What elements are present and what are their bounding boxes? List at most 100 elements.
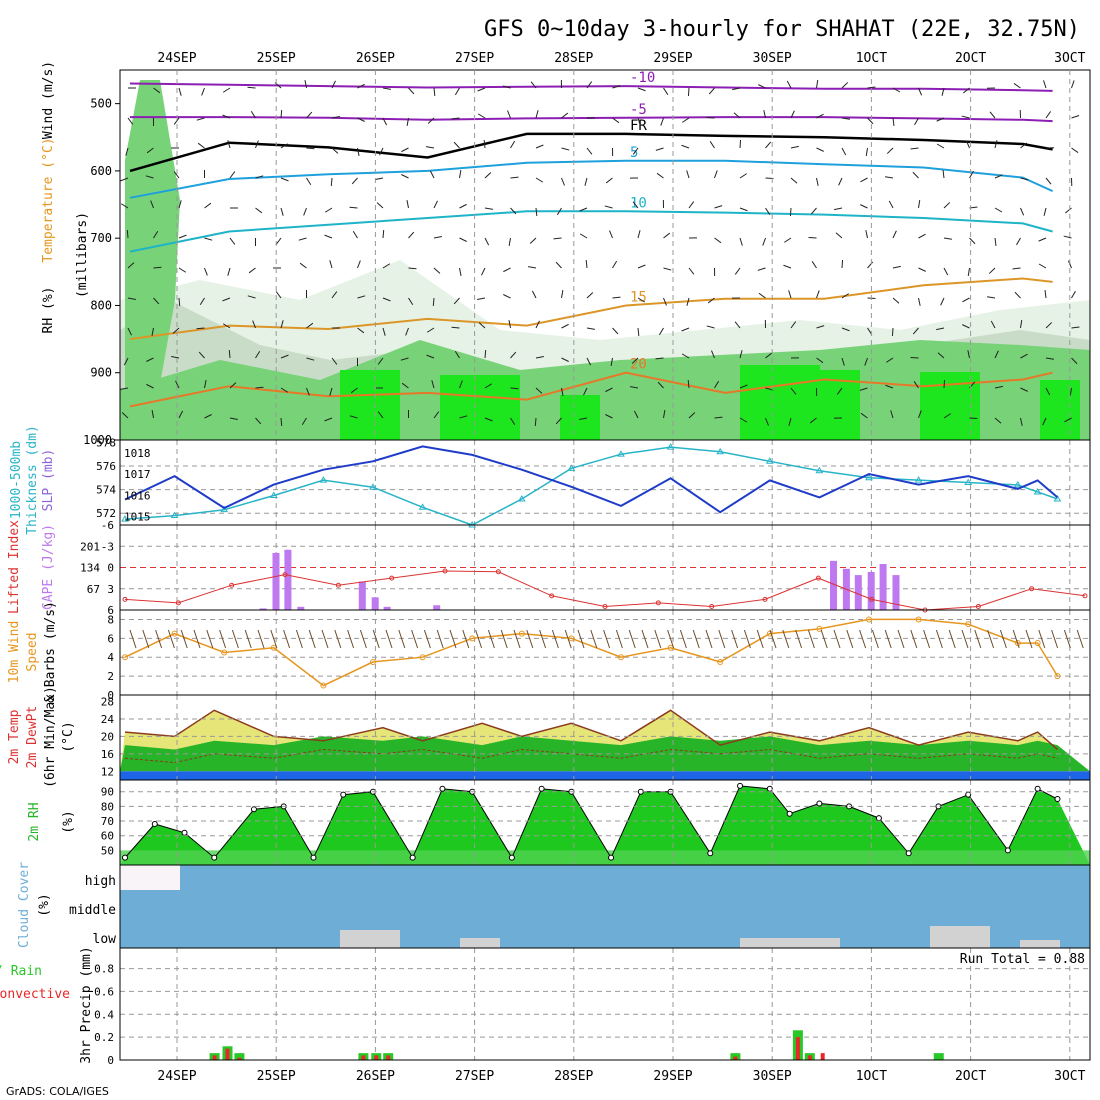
x-tick-label-top: 30SEP [753,51,792,66]
wind10m-speed-label: Speed [25,632,40,671]
rh2m-marker [737,782,744,789]
wind-barb [733,112,741,119]
temperature-label: Temperature (°C) [41,137,56,262]
wind-barb-10m [513,629,521,649]
wind-barb [969,237,976,245]
wind-barb [401,147,409,153]
wind-barb [405,327,409,336]
wind-barb [306,322,314,329]
wind-barb [989,111,996,119]
wind-barb-10m [295,629,303,649]
wind-barb [255,386,264,389]
wind-barb [175,380,180,389]
wind-barb [1045,387,1051,396]
wind-barb [478,322,486,329]
cape-bar [297,606,305,610]
wind-barb [886,357,894,363]
wind-barb [579,417,588,421]
wind-barb-10m [475,629,483,649]
lifted-index-marker [1082,593,1088,599]
wind-barb-10m [628,629,636,649]
thickness-marker [1013,480,1022,488]
wind-barb-10m [129,629,137,649]
rh2m-marker [1054,796,1061,803]
li-tick-label: 0 [107,562,114,575]
wind10m-barbs-label: & Barbs (m/s) [43,601,58,703]
wind-barb [910,356,919,359]
wind-speed-marker [618,654,624,661]
wind-barb-10m [219,629,227,649]
wind-barb [481,267,486,276]
wind-barb [280,354,289,359]
wind-barb-10m [244,629,252,649]
wind-speed-marker [1014,640,1021,647]
wind-barb [150,200,154,209]
wind-barb [306,177,312,186]
wind-barb [484,349,487,359]
wind-barb [453,297,460,305]
wind-barb [1071,326,1080,329]
wind-barb-10m [436,629,444,649]
wind-barb [477,297,486,301]
wind-barb [609,230,613,239]
wind-barb-10m [1025,629,1033,649]
wind-barb [1020,177,1029,181]
wind-barb [408,87,415,95]
wind-barb [1064,207,1072,214]
wind-barb-10m [756,629,764,649]
wind-barb [867,86,876,89]
wind-barb [535,110,539,119]
lifted-index-marker [495,569,501,575]
wind-barb [120,177,129,182]
wind-barb [789,207,792,217]
wind-barb [841,357,845,366]
cloud-background [120,865,1090,948]
x-tick-label-top: 29SEP [653,51,692,66]
wind-barb-10m [180,629,188,649]
wind-barb [892,230,897,239]
thickness-marker [964,478,973,485]
wind-barb-10m [641,629,649,649]
wind-barb [153,297,160,305]
y-tick-label: 700 [90,231,112,245]
wind-barb [151,410,154,419]
wind-tick-label: 4 [107,651,114,664]
rh2m-marker [151,820,158,827]
wind-barb [630,386,639,389]
lifted-index-marker [762,596,768,602]
lifted-index-marker [815,575,821,581]
lifted-index-marker [655,600,661,606]
rh2m-marker [211,854,218,861]
precip-convective-label: Convective [0,987,70,1002]
precip-convective-bar [820,1053,825,1060]
wind-barb [510,176,519,179]
wind-barb [178,410,184,419]
wind-barb-10m [1076,629,1084,649]
wind-barb [841,147,847,156]
wind-barb [1042,417,1047,426]
wind-barb-10m [935,629,943,649]
wind-barb [553,237,562,240]
wind-barb [734,267,741,275]
wind-barb [860,177,868,183]
wind-barb [739,384,748,389]
wind-10m-panel: 0 2 4 6 8 [107,609,1091,702]
rh2m-marker [965,791,972,798]
x-tick-label-bottom: 30SEP [753,1069,792,1084]
rh2m-marker [340,791,347,798]
wind-barb [535,355,544,359]
thickness-marker [716,447,725,455]
wind-barb [892,297,900,304]
li-tick-label: 6 [107,604,114,617]
wind-speed-marker [518,630,525,637]
thickness-marker [765,457,774,464]
wind-barb [579,233,588,239]
wind-barb [173,117,180,125]
wind-barb-10m [539,629,547,649]
lifted-index-marker [229,582,235,588]
wind-barb [561,357,569,362]
wind-barb [484,207,493,210]
minmax-label: (6hr Min/Max) [43,686,58,788]
wind-barb [841,293,849,299]
